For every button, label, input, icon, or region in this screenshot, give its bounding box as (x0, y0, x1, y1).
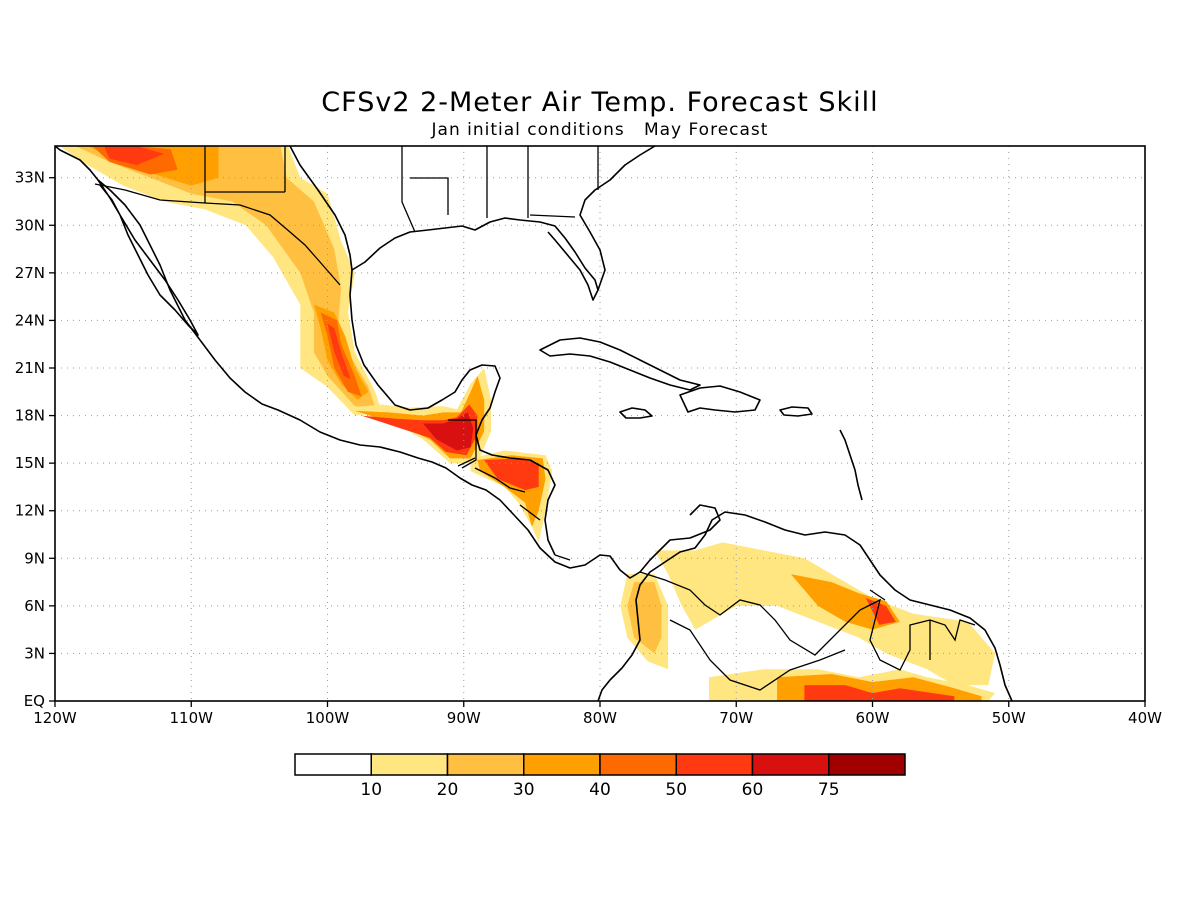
colorbar-swatch (370, 753, 449, 776)
y-tick-label: 21N (15, 359, 45, 377)
skill-region-5-level-3 (790, 574, 900, 630)
skill-region-2-level-6 (422, 412, 474, 451)
south-america-coastline (597, 511, 1013, 701)
y-tick-label: 9N (24, 549, 45, 567)
skill-region-5-level-5 (865, 597, 896, 625)
map-title: CFSv2 2-Meter Air Temp. Forecast Skill (321, 87, 878, 118)
hispaniola-coastline (679, 385, 761, 413)
skill-region-1-level-2 (75, 146, 376, 408)
map-frame (54, 145, 1146, 702)
x-axis-ticks: 120W 110W 100W 90W 80W 70W 60W 50W 40W (33, 701, 1162, 727)
x-tick-label: 110W (170, 709, 214, 727)
colorbar-label: 40 (589, 780, 611, 800)
colorbar-label: 10 (360, 780, 382, 800)
colorbar-swatch (751, 753, 830, 776)
gridlines (55, 146, 1145, 701)
jamaica-coastline (619, 407, 653, 419)
x-tick-label: 90W (447, 709, 481, 727)
colorbar-swatch (523, 753, 601, 776)
y-tick-label: 30N (15, 216, 45, 234)
y-tick-label: 33N (15, 169, 45, 187)
north-america-coastline (55, 146, 721, 579)
y-tick-label: EQ (24, 692, 45, 710)
x-tick-label: 60W (856, 709, 890, 727)
y-tick-label: 18N (15, 407, 45, 425)
central-america-borders (448, 419, 571, 561)
colorbar-label: 50 (665, 780, 687, 800)
us-atlantic-coast (579, 146, 656, 291)
country-borders-layer (94, 146, 976, 691)
skill-region-1-level-5 (327, 323, 351, 380)
colorbar-swatch (294, 753, 372, 776)
colorbar-swatch (446, 753, 525, 776)
cuba-coastline (539, 337, 701, 391)
y-tick-label: 3N (24, 644, 45, 662)
baja-california (97, 179, 199, 336)
y-tick-label: 6N (24, 597, 45, 615)
coastlines-layer (55, 146, 1013, 701)
skill-region-6-level-5 (804, 685, 955, 701)
colorbar-swatch (599, 753, 677, 776)
x-tick-label: 40W (1128, 709, 1162, 727)
colorbar-label: 75 (818, 780, 840, 800)
skill-region-1-level-5 (104, 146, 164, 165)
x-tick-label: 80W (583, 709, 617, 727)
lesser-antilles (839, 429, 863, 501)
y-tick-label: 12N (15, 502, 45, 520)
skill-region-5-level-1 (654, 542, 996, 686)
south-america-borders (639, 571, 976, 691)
colorbar-swatch (675, 753, 754, 776)
x-tick-label: 70W (719, 709, 753, 727)
puerto-rico-coastline (779, 406, 813, 417)
colorbar-swatch (828, 753, 906, 776)
mexico-gulf-coast (349, 269, 556, 556)
us-state-borders (204, 146, 599, 233)
colorbar-label: 20 (437, 780, 459, 800)
colorbar-label: 60 (742, 780, 764, 800)
colorbar: 10 20 30 40 50 60 75 (294, 753, 906, 800)
y-tick-label: 27N (15, 264, 45, 282)
x-tick-label: 50W (992, 709, 1026, 727)
y-tick-label: 24N (15, 311, 45, 329)
map-subtitle: Jan initial conditions May Forecast (431, 120, 769, 140)
y-axis-ticks: EQ 3N 6N 9N 12N 15N 18N 21N 24N 27N 30N 33N (15, 169, 55, 710)
us-mexico-border (94, 183, 341, 286)
colorbar-label: 30 (513, 780, 535, 800)
y-tick-label: 15N (15, 454, 45, 472)
skill-region-3-level-5 (484, 458, 539, 491)
x-tick-label: 120W (33, 709, 77, 727)
skill-shading-layer (59, 146, 996, 701)
gulf-of-mexico-coastline (289, 146, 599, 301)
x-tick-label: 100W (306, 709, 350, 727)
map-plot-area (54, 145, 1146, 702)
